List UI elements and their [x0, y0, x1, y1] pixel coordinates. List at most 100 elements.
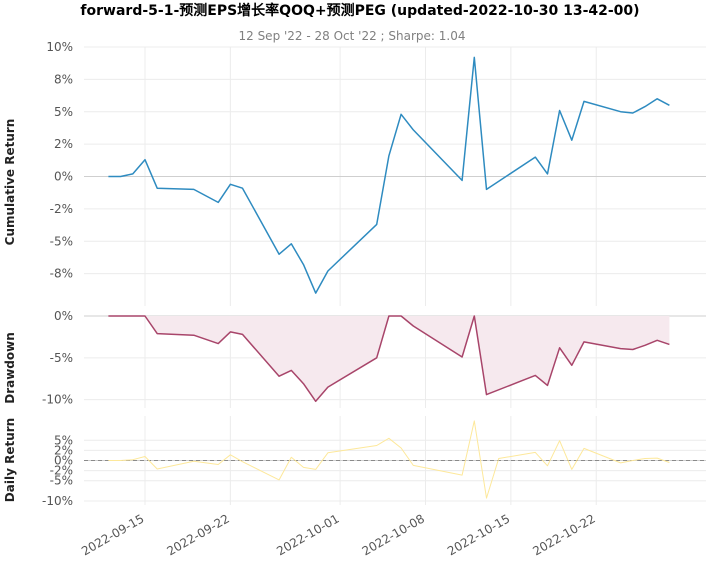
drawdown-point-18: [461, 356, 463, 358]
drawdown-point-14: [376, 357, 378, 359]
daily-point-2: [132, 459, 134, 461]
drawdown-area: [108, 316, 670, 402]
cumulative-point-16: [400, 113, 402, 115]
daily-point-28: [632, 459, 634, 461]
cumulative-point-3: [144, 159, 146, 161]
daily-point-19: [473, 420, 475, 422]
cumulative-point-13: [327, 270, 329, 272]
drawdown-point-19: [473, 315, 475, 317]
drawdown-point-7: [229, 331, 231, 333]
daily-point-22: [534, 451, 536, 453]
daily-point-4: [156, 468, 158, 470]
drawdown-point-15: [388, 315, 390, 317]
y-tick-label-daily-5: -10%: [42, 494, 73, 508]
drawdown-point-6: [217, 342, 219, 344]
cumulative-point-6: [217, 201, 219, 203]
drawdown-point-16: [400, 315, 402, 317]
y-tick-label-drawdown-2: -10%: [42, 393, 73, 407]
y-tick-label-daily-4: -5%: [50, 474, 73, 488]
daily-point-9: [278, 479, 280, 481]
drawdown-point-4: [156, 332, 158, 334]
cumulative-point-21: [534, 156, 536, 158]
daily-point-5: [193, 460, 195, 462]
y-tick-label-cumulative-0: 10%: [46, 40, 73, 54]
x-tick-label-5: 2022-10-22: [530, 511, 597, 558]
cumulative-point-12: [315, 292, 317, 294]
drawdown-point-9: [278, 375, 280, 377]
cumulative-point-1: [119, 175, 121, 177]
drawdown-point-8: [241, 333, 243, 335]
daily-point-18: [461, 474, 463, 476]
cumulative-series-line: [108, 56, 670, 294]
drawdown-point-17: [412, 325, 414, 327]
cumulative-point-18: [461, 179, 463, 181]
cumulative-point-11: [302, 263, 304, 265]
daily-point-14: [376, 444, 378, 446]
cumulative-point-29: [656, 98, 658, 100]
y-axis-label-daily: Daily Return: [3, 418, 17, 502]
drawdown-point-0: [107, 315, 109, 317]
cumulative-point-0: [107, 175, 109, 177]
cumulative-point-4: [156, 187, 158, 189]
daily-point-10: [290, 456, 292, 458]
y-tick-label-cumulative-1: 8%: [54, 72, 73, 86]
daily-point-0: [107, 459, 109, 461]
y-tick-label-daily-1: 2%: [54, 443, 73, 457]
drawdown-point-23: [558, 347, 560, 349]
cumulative-point-22: [546, 173, 548, 175]
drawdown-point-12: [315, 400, 317, 402]
cumulative-point-27: [632, 112, 634, 114]
x-tick-label-2: 2022-10-01: [274, 511, 341, 558]
y-tick-label-daily-3: -2%: [50, 464, 73, 478]
drawdown-point-2: [132, 315, 134, 317]
cumulative-point-20: [485, 188, 487, 190]
cumulative-point-30: [668, 104, 670, 106]
daily-point-29: [644, 457, 646, 459]
cumulative-point-14: [376, 223, 378, 225]
daily-point-17: [412, 464, 414, 466]
daily-point-27: [619, 462, 621, 464]
x-tick-label-4: 2022-10-15: [445, 511, 512, 558]
drawdown-point-22: [546, 384, 548, 386]
y-tick-label-cumulative-5: -2%: [50, 202, 73, 216]
y-tick-label-drawdown-0: 0%: [54, 309, 73, 323]
daily-point-21: [498, 457, 500, 459]
daily-point-1: [119, 459, 121, 461]
drawdown-point-13: [327, 386, 329, 388]
daily-point-13: [327, 452, 329, 454]
daily-point-3: [144, 455, 146, 457]
cumulative-point-5: [193, 188, 195, 190]
drawdown-point-26: [619, 347, 621, 349]
daily-point-11: [302, 466, 304, 468]
drawdown-point-3: [144, 315, 146, 317]
daily-point-24: [558, 440, 560, 442]
daily-point-20: [485, 497, 487, 499]
daily-point-25: [571, 468, 573, 470]
drawdown-point-11: [302, 383, 304, 385]
cumulative-point-8: [241, 187, 243, 189]
cumulative-point-26: [619, 111, 621, 113]
drawdown-point-27: [632, 348, 634, 350]
cumulative-point-9: [278, 253, 280, 255]
cumulative-point-17: [412, 129, 414, 131]
drawdown-point-21: [534, 374, 536, 376]
daily-point-16: [400, 447, 402, 449]
cumulative-point-19: [473, 56, 475, 58]
chart-subtitle: 12 Sep '22 - 28 Oct '22 ; Sharpe: 1.04: [238, 29, 465, 43]
drawdown-point-20: [485, 393, 487, 395]
cumulative-point-10: [290, 243, 292, 245]
cumulative-point-15: [388, 155, 390, 157]
x-tick-label-0: 2022-09-15: [79, 511, 146, 558]
cumulative-point-24: [571, 139, 573, 141]
daily-point-8: [241, 461, 243, 463]
cumulative-point-28: [644, 105, 646, 107]
daily-point-31: [668, 461, 670, 463]
daily-point-12: [315, 468, 317, 470]
y-axis-label-drawdown: Drawdown: [3, 332, 17, 404]
drawdown-point-24: [571, 364, 573, 366]
y-axis-label-cumulative: Cumulative Return: [3, 119, 17, 246]
daily-series-line: [108, 420, 670, 499]
drawdown-point-29: [656, 339, 658, 341]
